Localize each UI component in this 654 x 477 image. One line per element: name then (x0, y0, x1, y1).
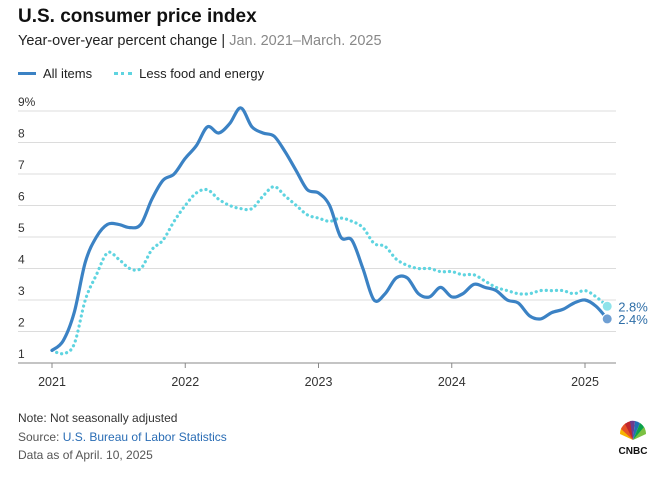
legend-swatch-core (114, 72, 133, 75)
legend-label-all-items: All items (43, 66, 93, 81)
legend-item-all-items: All items (18, 66, 92, 81)
series-line-all-items-endpoint (601, 313, 613, 325)
y-tick-label: 8 (18, 127, 25, 141)
y-tick-label: 7 (18, 158, 25, 172)
y-tick-label: 6 (18, 190, 25, 204)
x-tick-label: 2025 (571, 375, 599, 389)
source-link[interactable]: U.S. Bureau of Labor Statistics (62, 430, 227, 444)
series-line-core (50, 185, 609, 356)
source-prefix: Source: (18, 430, 63, 444)
chart-subtitle: Year-over-year percent change | Jan. 202… (18, 33, 382, 49)
series-line-all-items (50, 106, 609, 352)
y-tick-label: 1 (18, 347, 25, 361)
y-tick-label: 4 (18, 253, 25, 267)
cnbc-peacock-logo: CNBC (619, 420, 648, 457)
legend-item-core: Less food and energy (114, 66, 264, 81)
series-line-core-endpoint (601, 300, 613, 312)
end-label-core: 2.8% (618, 299, 648, 314)
source-line: Source: U.S. Bureau of Labor Statistics (18, 430, 227, 444)
x-tick-label: 2022 (171, 375, 199, 389)
y-tick-label: 3 (18, 284, 25, 298)
end-label-all-items: 2.4% (618, 312, 648, 327)
legend: All items Less food and energy (18, 66, 286, 81)
cnbc-logo-text: CNBC (619, 446, 648, 457)
data-as-of: Data as of April. 10, 2025 (18, 448, 153, 462)
x-tick-label: 2024 (438, 375, 466, 389)
legend-label-core: Less food and energy (139, 66, 265, 81)
y-tick-label: 9% (18, 95, 36, 109)
subtitle-main: Year-over-year percent change | (18, 33, 230, 49)
y-tick-label: 5 (18, 221, 25, 235)
x-tick-label: 2021 (38, 375, 66, 389)
x-tick-label: 2023 (305, 375, 333, 389)
y-tick-label: 2 (18, 316, 25, 330)
subtitle-date-range: Jan. 2021–March. 2025 (229, 33, 382, 49)
footnote: Note: Not seasonally adjusted (18, 411, 178, 425)
legend-swatch-all-items (18, 72, 36, 75)
chart-title: U.S. consumer price index (18, 6, 257, 27)
